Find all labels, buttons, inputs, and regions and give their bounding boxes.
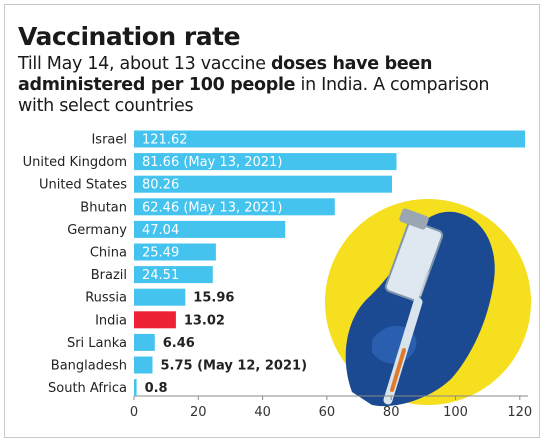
bar-bhutan: [134, 198, 335, 216]
bars-layer: [134, 130, 525, 397]
bar-sri-lanka: [134, 333, 155, 351]
x-tick-label-120: 120: [507, 405, 532, 420]
category-label-russia: Russia: [85, 291, 127, 306]
bar-israel: [134, 130, 525, 148]
chart-title: Vaccination rate: [18, 22, 241, 51]
chart-subtitle: Till May 14, about 13 vaccine doses have…: [18, 54, 518, 117]
category-label-germany: Germany: [67, 223, 127, 238]
x-tick-label-20: 20: [190, 405, 207, 420]
value-label-india: 13.02: [184, 313, 225, 328]
value-labels-layer: 121.62 81.66 (May 13, 2021) 80.26 62.46 (Ma…: [142, 133, 307, 397]
value-label-bhutan: 62.46 (May 13, 2021): [142, 200, 282, 215]
x-tick-label-80: 80: [383, 405, 400, 420]
subtitle-line3-text: with select countries: [18, 96, 194, 116]
category-label-india: India: [95, 313, 127, 328]
category-label-bhutan: Bhutan: [80, 200, 127, 215]
bar-united-kingdom: [134, 153, 397, 171]
value-label-united-kingdom: 81.66 (May 13, 2021): [142, 155, 282, 170]
value-label-bangladesh: 5.75 (May 12, 2021): [160, 359, 307, 374]
value-label-russia: 15.96: [193, 291, 234, 306]
category-label-israel: Israel: [91, 133, 127, 148]
category-label-united-kingdom: United Kingdom: [23, 155, 127, 170]
subtitle-line1-text: Till May 14, about 13 vaccine: [18, 54, 271, 74]
category-label-united-states: United States: [39, 178, 127, 193]
category-label-brazil: Brazil: [91, 268, 127, 283]
category-labels-layer: Israel United Kingdom United States Bhutan G…: [23, 133, 128, 397]
value-label-israel: 121.62: [142, 133, 188, 148]
x-tick-label-40: 40: [254, 405, 271, 420]
bar-south-africa: [134, 379, 137, 397]
bar-united-states: [134, 175, 392, 193]
bar-brazil: [134, 266, 213, 284]
bar-bangladesh: [134, 356, 153, 374]
value-label-south-africa: 0.8: [145, 381, 168, 396]
x-tick-label-0: 0: [130, 405, 138, 420]
vaccine-illustration: [325, 199, 531, 407]
bar-germany: [134, 220, 286, 238]
value-label-united-states: 80.26: [142, 178, 179, 193]
vial-cap-icon: [399, 208, 429, 230]
category-label-china: China: [90, 246, 127, 261]
x-tick-label-100: 100: [443, 405, 468, 420]
value-label-sri-lanka: 6.46: [163, 336, 195, 351]
category-label-sri-lanka: Sri Lanka: [67, 336, 127, 351]
subtitle-line1-bold: doses have been: [270, 54, 433, 74]
vial-icon: [384, 220, 444, 302]
x-tick-label-60: 60: [319, 405, 336, 420]
subtitle-line2-text: in India. A comparison: [295, 75, 490, 95]
value-label-china: 25.49: [142, 246, 179, 261]
bar-russia: [134, 288, 186, 306]
subtitle-line2-bold: administered per 100 people: [18, 75, 296, 95]
x-axis-ticks-layer: 0 20 40 60 80 100 120: [130, 396, 532, 420]
bar-china: [134, 243, 216, 261]
syringe-plunger-icon: [390, 348, 406, 392]
category-label-south-africa: South Africa: [48, 381, 127, 396]
value-label-brazil: 24.51: [142, 268, 179, 283]
syringe-needle-icon: [419, 271, 429, 297]
category-label-bangladesh: Bangladesh: [51, 359, 127, 374]
value-label-germany: 47.04: [142, 223, 179, 238]
bar-india: [134, 311, 176, 329]
